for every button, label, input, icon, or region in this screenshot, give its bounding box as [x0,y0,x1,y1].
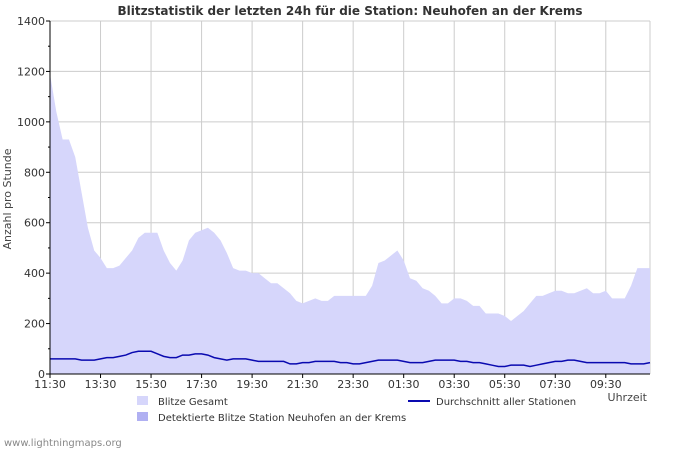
y-axis-label: Anzahl pro Stunde [1,148,14,249]
legend-label-average: Durchschnitt aller Stationen [436,397,576,408]
legend-swatch-detected [137,412,148,421]
y-tick-label: 600 [24,217,45,230]
y-tick-label: 1400 [17,15,45,28]
x-tick-label: 23:30 [337,378,369,391]
legend: Blitze Gesamt Detektierte Blitze Station… [137,396,576,424]
legend-swatch-total [137,396,148,405]
x-tick-label: 07:30 [539,378,571,391]
y-tick-label: 200 [24,318,45,331]
x-tick-label: 05:30 [489,378,521,391]
legend-label-total: Blitze Gesamt [158,397,228,408]
x-tick-label: 09:30 [590,378,622,391]
x-tick-label: 11:30 [34,378,66,391]
x-tick-label: 19:30 [236,378,268,391]
plot-area [50,73,651,374]
y-tick-label: 800 [24,166,45,179]
footer-site-url: www.lightningmaps.org [4,438,122,449]
y-tick-label: 400 [24,267,45,280]
y-tick-label: 0 [38,368,45,381]
x-axis-label: Uhrzeit [608,391,648,404]
chart-title: Blitzstatistik der letzten 24h für die S… [117,4,582,18]
y-tick-label: 1200 [17,65,45,78]
x-tick-label: 01:30 [388,378,420,391]
x-tick-label: 13:30 [85,378,117,391]
x-tick-label: 03:30 [438,378,470,391]
x-tick-label: 17:30 [186,378,218,391]
x-tick-labels: 11:30 13:30 15:30 17:30 19:30 21:30 23:30 01:30… [34,378,621,391]
legend-label-detected: Detektierte Blitze Station Neuhofen an d… [158,413,406,424]
y-tick-label: 1000 [17,116,45,129]
x-tick-label: 21:30 [287,378,319,391]
y-tick-labels: 0 200 400 600 800 1000 1200 1400 [17,15,45,381]
axes [46,20,650,378]
area-series-total [50,73,650,374]
line-series-average [50,350,651,368]
x-tick-label: 15:30 [135,378,167,391]
